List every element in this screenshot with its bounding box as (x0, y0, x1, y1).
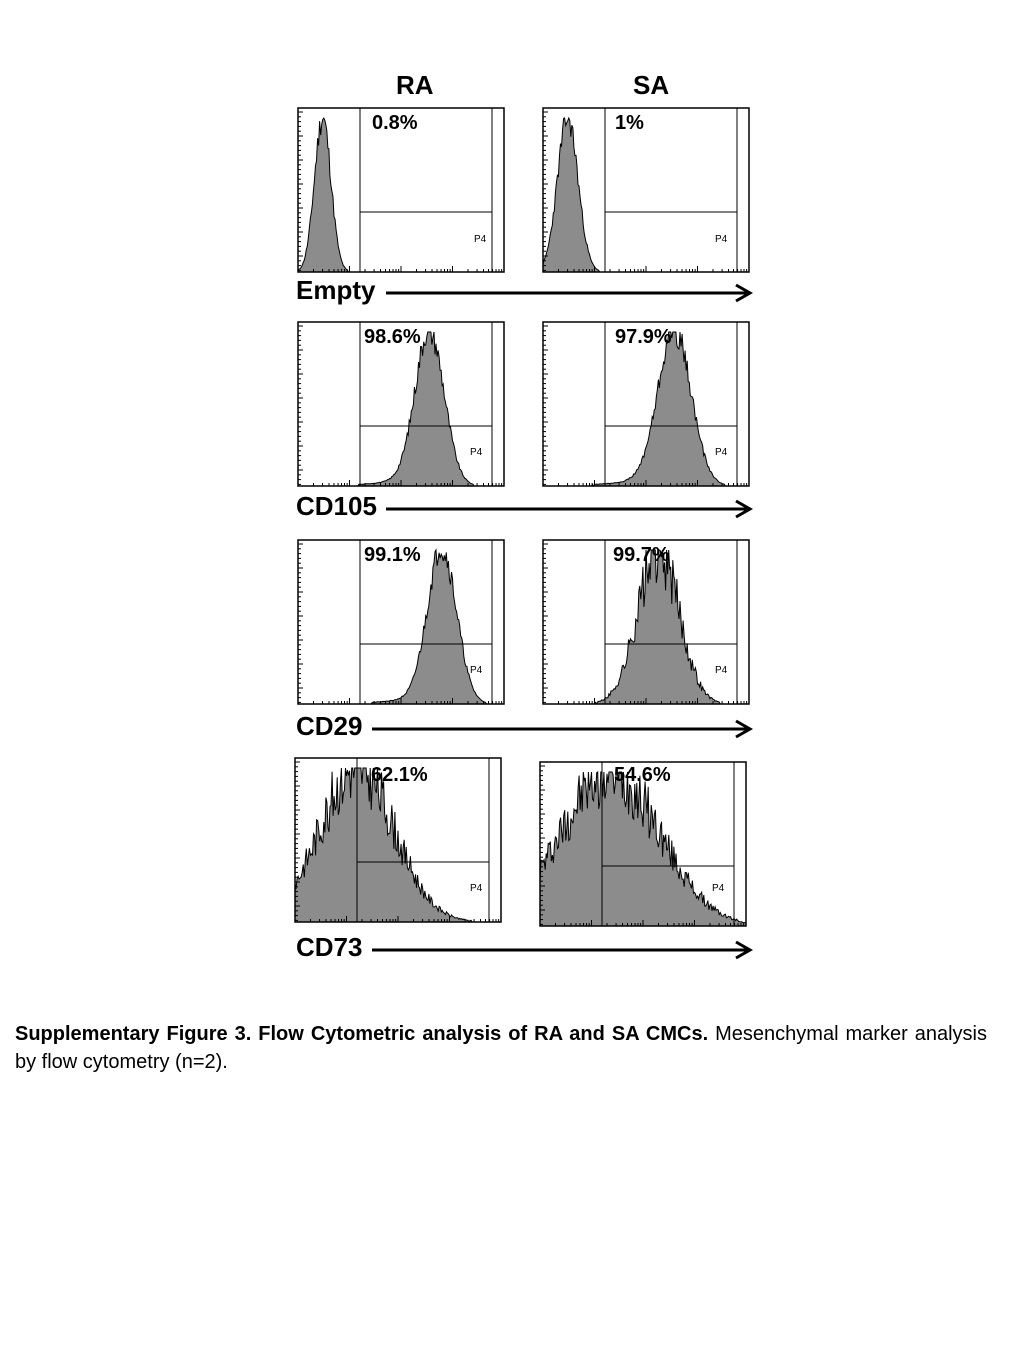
histogram-distribution (539, 771, 747, 927)
gate-label-p4: P4 (715, 234, 728, 245)
histogram-distribution (543, 331, 749, 487)
histogram-distribution (542, 116, 749, 273)
histogram-distribution (543, 549, 749, 705)
histogram-distribution (297, 117, 504, 273)
column-header-sa: SA (633, 70, 670, 100)
histogram-plot (294, 757, 502, 923)
histogram-plot (297, 539, 505, 705)
axis-arrow (372, 940, 754, 960)
histogram-plot (542, 321, 750, 487)
histogram-panel-cd29-sa: 99.7% P4 (541, 538, 753, 706)
caption-title: Supplementary Figure 3. Flow Cytometric … (15, 1023, 709, 1045)
gate-label-p4: P4 (470, 883, 483, 894)
axis-arrow (386, 499, 754, 519)
histogram-panel-cd105-sa: 97.9% P4 (541, 320, 753, 488)
gate-label-p4: P4 (712, 883, 725, 894)
percentage-label: 99.7% (613, 544, 670, 566)
gate-label-p4: P4 (715, 665, 728, 676)
percentage-label: 99.1% (364, 544, 421, 566)
gate-label-p4: P4 (715, 447, 728, 458)
axis-arrow (372, 719, 754, 739)
histogram-panel-cd73-sa: 54.6% P4 (538, 760, 750, 928)
gate-label-p4: P4 (474, 234, 487, 245)
histogram-panel-cd105-ra: 98.6% P4 (296, 320, 508, 488)
histogram-panel-empty-ra: 0.8% P4 (296, 106, 508, 274)
histogram-plot (539, 761, 747, 927)
percentage-label: 98.6% (364, 326, 421, 348)
axis-row-cd105: CD105 (296, 491, 756, 525)
marker-label-cd73: CD73 (296, 932, 363, 962)
column-header-ra: RA (396, 70, 434, 100)
histogram-distribution (294, 767, 501, 923)
histogram-distribution (298, 548, 504, 705)
axis-row-cd73: CD73 (296, 932, 756, 966)
axis-row-cd29: CD29 (296, 711, 756, 745)
axis-row-empty: Empty (296, 275, 756, 309)
percentage-label: 62.1% (371, 764, 428, 786)
percentage-label: 54.6% (614, 764, 671, 786)
histogram-plot (542, 107, 750, 273)
percentage-label: 97.9% (615, 326, 672, 348)
histogram-panel-empty-sa: 1% P4 (541, 106, 753, 274)
axis-arrow (386, 283, 754, 303)
histogram-plot (542, 539, 750, 705)
gate-label-p4: P4 (470, 447, 483, 458)
marker-label-cd105: CD105 (296, 491, 377, 521)
percentage-label: 0.8% (372, 112, 418, 134)
histogram-plot (297, 321, 505, 487)
caption-text: Mesenchymal marker analysis by flow cyto… (15, 1023, 987, 1073)
histogram-panel-cd29-ra: 99.1% P4 (296, 538, 508, 706)
histogram-plot (297, 107, 505, 273)
marker-label-cd29: CD29 (296, 711, 363, 741)
marker-label-empty: Empty (296, 275, 376, 305)
figure-caption: Supplementary Figure 3. Flow Cytometric … (15, 1020, 987, 1076)
histogram-panel-cd73-ra: 62.1% P4 (293, 756, 505, 924)
percentage-label: 1% (615, 112, 644, 134)
gate-label-p4: P4 (470, 665, 483, 676)
histogram-distribution (298, 331, 504, 487)
